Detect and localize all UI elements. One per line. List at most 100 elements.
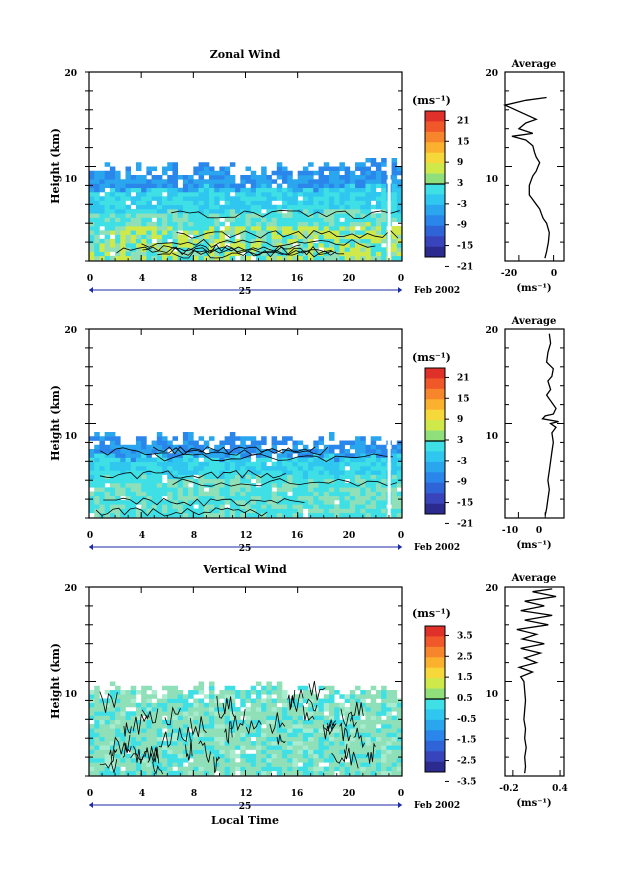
heatmap-cell (193, 512, 199, 518)
heatmap-cell (276, 508, 283, 514)
heatmap-cell (99, 702, 105, 708)
heatmap-cell (250, 707, 257, 712)
heatmap-cell (360, 234, 366, 240)
heatmap-cell (115, 745, 121, 750)
heatmap-cell (266, 243, 272, 248)
heatmap-cell (344, 449, 351, 454)
heatmap-cell (255, 762, 262, 767)
heatmap-cell (172, 466, 178, 471)
heatmap-cell (125, 500, 132, 505)
heatmap-cell (266, 179, 272, 184)
heatmap-cell (276, 753, 283, 759)
heatmap-cell (109, 491, 116, 497)
heatmap-cell (99, 504, 105, 509)
heatmap-cell (94, 707, 100, 712)
heatmap-cell (391, 707, 398, 712)
heatmap-cell (177, 466, 184, 471)
heatmap-cell (308, 500, 314, 505)
heatmap-cell (308, 179, 314, 184)
heatmap-cell (135, 436, 142, 441)
heatmap-cell (141, 483, 147, 488)
heatmap-cell (224, 753, 231, 759)
heatmap-cell (282, 217, 288, 223)
heatmap-cell (172, 698, 178, 704)
heatmap-cell (193, 483, 199, 488)
heatmap-cell (104, 243, 111, 248)
heatmap-cell (297, 243, 304, 248)
heatmap-cell (208, 213, 215, 218)
heatmap-cell (229, 478, 236, 484)
heatmap-cell (120, 500, 126, 505)
heatmap-cell (375, 230, 382, 235)
heatmap-cell (302, 226, 309, 231)
heatmap-cell (287, 453, 293, 458)
heatmap-cell (151, 440, 158, 446)
heatmap-cell (391, 204, 398, 210)
contour-line (112, 734, 131, 757)
heatmap-cell (120, 179, 126, 184)
heatmap-cell (328, 449, 335, 454)
heatmap-cell (302, 690, 309, 695)
heatmap-cell (308, 508, 314, 514)
heatmap-cell (328, 702, 335, 708)
heatmap-cell (156, 200, 163, 206)
heatmap-cell (255, 698, 262, 704)
heatmap-cell (235, 711, 241, 716)
heatmap-cell (271, 732, 278, 738)
heatmap-cell (156, 715, 163, 721)
heatmap-cell (235, 728, 241, 733)
heatmap-cell (375, 732, 382, 738)
heatmap-cell (396, 508, 402, 514)
heatmap-cell (381, 504, 387, 509)
heatmap-cell (261, 508, 267, 514)
heatmap-cell (203, 209, 210, 214)
heatmap-cell (302, 209, 309, 214)
heatmap-cell (308, 741, 314, 746)
heatmap-cell (334, 192, 340, 197)
heatmap-cell (318, 217, 325, 223)
heatmap (89, 329, 402, 518)
heatmap-cell (381, 491, 387, 497)
profile-x-tick-label: 0 (551, 269, 557, 279)
heatmap-cell (167, 461, 173, 467)
heatmap-cell (188, 230, 194, 235)
heatmap-cell (135, 512, 142, 518)
heatmap-cell (177, 483, 184, 488)
heatmap-cell (130, 711, 137, 716)
heatmap-cell (188, 470, 194, 475)
heatmap-cell (162, 200, 168, 206)
heatmap-cell (162, 504, 168, 509)
heatmap-cell (381, 483, 387, 488)
heatmap-cell (151, 749, 158, 755)
heatmap-cell (323, 204, 330, 210)
heatmap-cell (219, 192, 225, 197)
heatmap-cell (203, 508, 210, 514)
heatmap-cell (245, 466, 252, 471)
heatmap-cell (360, 457, 366, 463)
heatmap-cell (240, 230, 246, 235)
heatmap-cell (203, 457, 210, 463)
heatmap-cell (323, 766, 330, 772)
heatmap-cell (355, 724, 361, 729)
heatmap-cell (365, 247, 371, 252)
heatmap-cell (94, 170, 100, 176)
heatmap-cell (313, 209, 319, 214)
heatmap-cell (99, 196, 105, 201)
heatmap-cell (99, 719, 105, 725)
heatmap-cell (287, 719, 293, 725)
heatmap-cell (250, 724, 257, 729)
heatmap-cell (224, 436, 231, 441)
heatmap-cell (287, 470, 293, 475)
heatmap-cell (375, 762, 382, 767)
heatmap-cell (339, 204, 345, 210)
heatmap-cell (177, 762, 184, 767)
heatmap-cell (360, 247, 366, 252)
heatmap-cell (339, 440, 345, 446)
heatmap-cell (349, 500, 356, 505)
heatmap-cell (240, 766, 246, 772)
heatmap-cell (89, 196, 95, 201)
heatmap-cell (282, 707, 288, 712)
heatmap-cell (381, 204, 387, 210)
heatmap-cell (313, 457, 319, 463)
heatmap-cell (235, 196, 241, 201)
